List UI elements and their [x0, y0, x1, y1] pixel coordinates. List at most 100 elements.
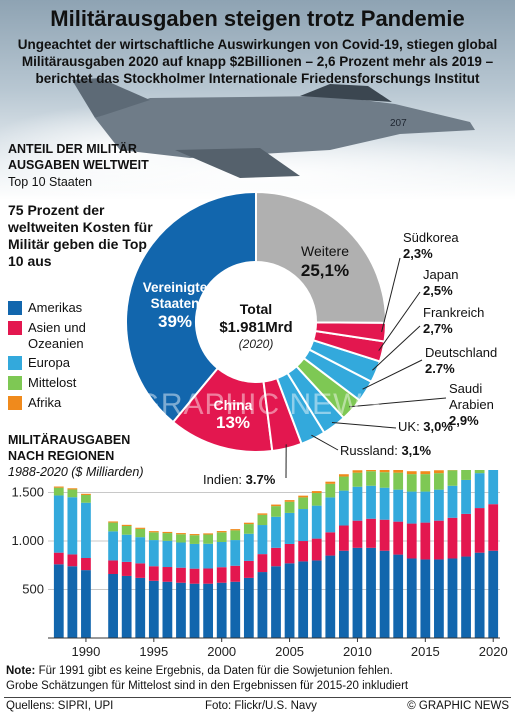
bar-segment-amerikas	[311, 560, 322, 638]
bar-segment-amerikas	[257, 572, 268, 638]
bar-segment-afrika	[379, 470, 390, 473]
bar-segment-mittelost	[406, 474, 417, 492]
slice-label-usa: Vereinigte Staaten 39%	[133, 280, 217, 330]
bar-segment-europa	[352, 486, 363, 521]
bar-segment-asien	[434, 520, 444, 560]
bar-segment-afrika	[257, 513, 268, 515]
slice-name: Indien	[203, 472, 239, 487]
donut-center-year: (2020)	[239, 337, 274, 351]
bar-segment-europa	[67, 497, 78, 555]
bar-segment-mittelost	[379, 472, 390, 488]
bar-segment-amerikas	[420, 559, 431, 638]
bar-segment-amerikas	[203, 583, 214, 638]
bar-segment-europa	[216, 542, 227, 568]
bar-segment-asien	[352, 520, 363, 548]
bar-segment-europa	[488, 470, 499, 505]
bar-segment-amerikas	[67, 566, 78, 638]
bar-segment-amerikas	[298, 561, 309, 638]
donut-slice-weitere	[255, 190, 387, 324]
legend-label: Mittelost	[28, 375, 77, 390]
bar-segment-amerikas	[162, 581, 173, 638]
bar-segment-asien	[162, 567, 173, 582]
bar-segment-amerikas	[434, 559, 444, 638]
bar-segment-asien	[298, 541, 309, 562]
bar-segment-europa	[257, 525, 268, 555]
bar-axis: 500 1.000 1.500 1990 1995 2000 2005 2010 2015 202…	[11, 485, 507, 659]
leader-line	[331, 422, 397, 429]
slice-value: 2,5%	[423, 283, 453, 298]
bar-segment-afrika	[271, 504, 281, 507]
bar-segment-mittelost	[366, 471, 376, 486]
y-tick-label: 1.000	[11, 533, 44, 548]
bar-segment-amerikas	[148, 580, 159, 638]
slice-value: 2,7%	[423, 321, 453, 336]
leader-line	[349, 397, 447, 408]
legend-label: Afrika	[28, 395, 62, 410]
slice-name: Frankreich	[423, 305, 485, 320]
slice-name: China	[213, 397, 253, 413]
bar-segment-mittelost	[338, 476, 349, 491]
slice-value: 3,1%	[401, 443, 432, 458]
bar-segment-mittelost	[176, 534, 186, 543]
bar-segment-amerikas	[338, 550, 349, 638]
bar-segment-asien	[406, 523, 417, 559]
legend-swatch	[8, 321, 22, 335]
bar-segment-asien	[53, 552, 64, 565]
bar-segment-afrika	[135, 527, 146, 529]
leader-line	[311, 434, 339, 451]
bar-segment-mittelost	[162, 533, 173, 541]
bar-segment-europa	[108, 531, 118, 561]
bar-segment-europa	[189, 543, 200, 569]
slice-name: Deutschland	[425, 345, 498, 360]
bar-segment-afrika	[230, 529, 241, 531]
x-tick-label: 2005	[275, 644, 304, 659]
sources: Quellens: SIPRI, UPI	[6, 700, 114, 712]
bar-segment-amerikas	[135, 577, 146, 638]
bar-segment-europa	[447, 485, 458, 518]
donut-slice-vereinigte-staaten	[125, 190, 257, 424]
slice-name: Vereinigte Staaten	[142, 280, 208, 311]
slice-label-deutschland: Deutschland 2.7%	[425, 345, 497, 377]
bar-segment-europa	[298, 509, 309, 542]
bar-segment-mittelost	[189, 535, 200, 544]
bar-segment-europa	[162, 540, 173, 568]
donut-heading-line2: AUSGABEN WELTWEIT	[8, 158, 149, 172]
bar-segment-mittelost	[298, 497, 309, 510]
bar-segment-europa	[406, 491, 417, 524]
bar-segment-mittelost	[257, 514, 268, 526]
bar-segment-afrika	[352, 470, 363, 473]
slice-value: 2.7%	[425, 361, 455, 376]
bar-segment-afrika	[298, 495, 309, 498]
slice-name: Japan	[423, 267, 459, 282]
slice-name: Russland	[340, 443, 395, 458]
bar-segment-mittelost	[461, 470, 471, 480]
bar-segment-asien	[488, 504, 499, 551]
bar-segment-afrika	[148, 531, 159, 533]
bar-segment-amerikas	[379, 550, 390, 638]
bar-segment-amerikas	[216, 582, 227, 638]
slice-label-suedkorea: Südkorea 2,3%	[403, 230, 459, 262]
bar-segment-mittelost	[474, 470, 485, 474]
bar-segment-europa	[271, 516, 281, 548]
donut-heading-line1: ANTEIL DER MILITÄR	[8, 142, 137, 156]
note-keyword: Note:	[6, 665, 36, 677]
slice-value: 13%	[215, 413, 251, 432]
bar-segment-afrika	[121, 524, 132, 526]
donut-chart: Total $1.981Mrd (2020)	[125, 190, 447, 479]
footnote-line1: Note: Für 1991 gibt es keine Ergebnis, d…	[6, 664, 511, 679]
slice-name: Saudi Arabien	[449, 381, 494, 412]
bar-segment-asien	[135, 563, 146, 578]
bar-segment-asien	[311, 538, 322, 561]
legend-label: Amerikas	[28, 300, 83, 315]
bar-segment-afrika	[406, 471, 417, 475]
bar-segment-asien	[379, 519, 390, 551]
bar-segment-europa	[379, 487, 390, 520]
bar-segment-europa	[366, 485, 376, 519]
jet-tail-number: 207	[390, 118, 407, 129]
bar-segment-amerikas	[271, 566, 281, 638]
legend-item-amerikas: Amerikas	[8, 300, 82, 316]
bar-segment-afrika	[325, 481, 336, 484]
footnote: Note: Für 1991 gibt es keine Ergebnis, d…	[6, 664, 511, 694]
bar-marks	[53, 470, 499, 638]
